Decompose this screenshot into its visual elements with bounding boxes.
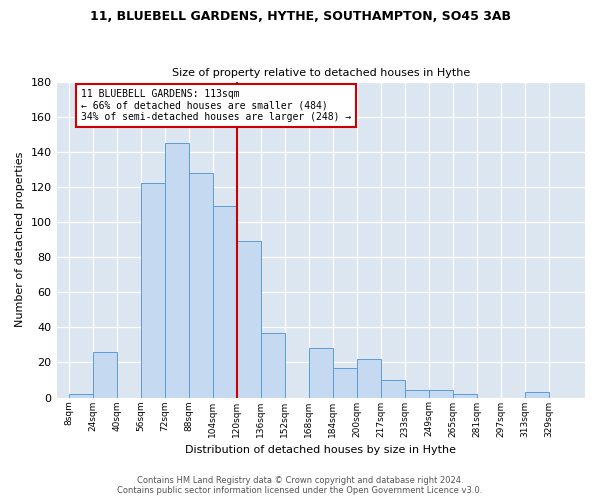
- Bar: [68, 394, 92, 398]
- Bar: [188, 173, 212, 398]
- Bar: [333, 368, 357, 398]
- Text: Contains HM Land Registry data © Crown copyright and database right 2024.
Contai: Contains HM Land Registry data © Crown c…: [118, 476, 482, 495]
- X-axis label: Distribution of detached houses by size in Hythe: Distribution of detached houses by size …: [185, 445, 456, 455]
- Bar: [525, 392, 549, 398]
- Bar: [236, 242, 261, 398]
- Bar: [429, 390, 453, 398]
- Bar: [140, 184, 164, 398]
- Text: 11, BLUEBELL GARDENS, HYTHE, SOUTHAMPTON, SO45 3AB: 11, BLUEBELL GARDENS, HYTHE, SOUTHAMPTON…: [89, 10, 511, 23]
- Bar: [405, 390, 429, 398]
- Bar: [92, 352, 116, 398]
- Bar: [309, 348, 333, 398]
- Text: 11 BLUEBELL GARDENS: 113sqm
← 66% of detached houses are smaller (484)
34% of se: 11 BLUEBELL GARDENS: 113sqm ← 66% of det…: [80, 88, 351, 122]
- Bar: [212, 206, 236, 398]
- Bar: [164, 143, 188, 398]
- Bar: [261, 332, 285, 398]
- Bar: [381, 380, 405, 398]
- Bar: [453, 394, 477, 398]
- Y-axis label: Number of detached properties: Number of detached properties: [15, 152, 25, 327]
- Title: Size of property relative to detached houses in Hythe: Size of property relative to detached ho…: [172, 68, 470, 78]
- Bar: [357, 359, 381, 398]
